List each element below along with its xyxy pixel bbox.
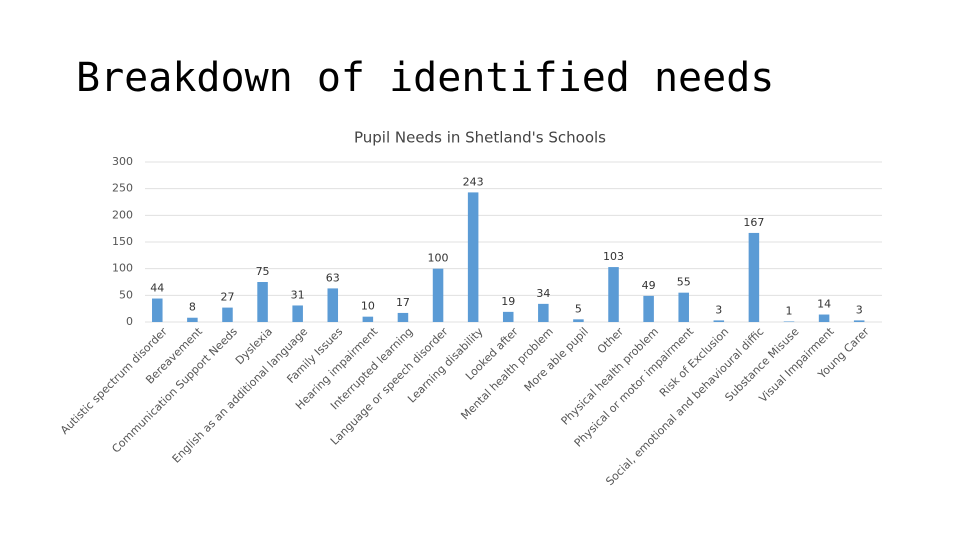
bar <box>292 305 303 322</box>
bar <box>853 320 865 322</box>
value-label: 75 <box>256 265 270 278</box>
bar <box>713 320 725 322</box>
value-label: 243 <box>463 175 484 188</box>
slide-heading: Breakdown of identified needs <box>76 55 774 101</box>
bar <box>783 321 795 322</box>
bar <box>678 292 689 322</box>
value-label: 8 <box>189 301 196 314</box>
x-tick-label: Communication Support Needs <box>109 325 240 456</box>
value-label: 14 <box>817 298 831 311</box>
value-label: 19 <box>501 295 515 308</box>
value-label: 3 <box>715 303 722 316</box>
y-tick-label: 300 <box>112 155 133 168</box>
bar <box>397 312 409 322</box>
value-label: 17 <box>396 296 410 309</box>
bar <box>818 314 830 322</box>
value-label: 63 <box>326 271 340 284</box>
bar <box>643 295 654 322</box>
x-tick-label: More able pupil <box>522 325 591 394</box>
value-label: 44 <box>150 282 164 295</box>
value-label: 100 <box>428 252 449 265</box>
bar <box>327 288 339 322</box>
y-tick-label: 100 <box>112 262 133 275</box>
bar <box>257 282 268 322</box>
y-tick-label: 50 <box>119 288 133 301</box>
bar <box>152 298 163 322</box>
bar <box>748 232 760 322</box>
bar <box>467 192 479 322</box>
bar <box>187 317 198 322</box>
value-label: 5 <box>575 302 582 315</box>
value-label: 49 <box>642 279 656 292</box>
y-tick-label: 150 <box>112 235 133 248</box>
bar <box>362 316 374 322</box>
y-tick-label: 200 <box>112 208 133 221</box>
bar <box>432 268 444 322</box>
y-tick-label: 0 <box>126 315 133 328</box>
value-label: 31 <box>291 288 305 301</box>
x-tick-label: Other <box>595 325 627 357</box>
bar <box>573 319 584 322</box>
value-label: 103 <box>603 250 624 263</box>
bar <box>608 267 619 322</box>
value-label: 3 <box>856 303 863 316</box>
value-label: 34 <box>536 287 550 300</box>
value-label: 1 <box>785 304 792 317</box>
value-label: 27 <box>220 291 234 304</box>
chart-title: Pupil Needs in Shetland's Schools <box>354 129 606 147</box>
value-label: 55 <box>677 276 691 289</box>
bar <box>222 307 233 322</box>
value-label: 167 <box>743 216 764 229</box>
bar <box>538 303 549 322</box>
value-label: 10 <box>361 300 375 313</box>
y-tick-label: 250 <box>112 182 133 195</box>
bar <box>502 311 514 322</box>
